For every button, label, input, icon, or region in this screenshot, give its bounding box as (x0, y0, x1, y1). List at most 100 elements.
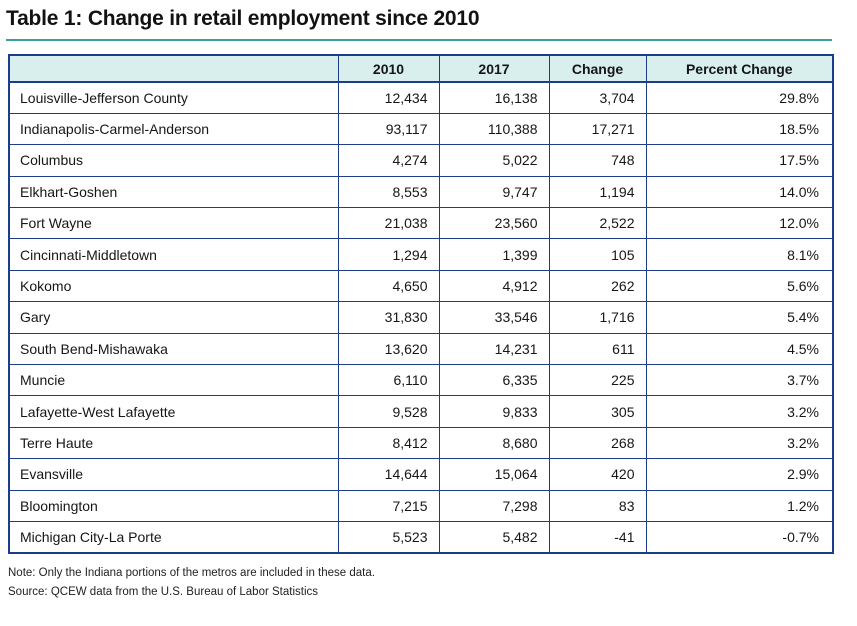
table-row: Gary 31,830 33,546 1,716 5.4% (8, 301, 834, 334)
table-row: Evansville 14,644 15,064 420 2.9% (8, 458, 834, 491)
column-header-2017: 2017 (438, 54, 550, 83)
value-2010-cell: 5,523 (337, 520, 440, 554)
column-header-change: Change (548, 54, 647, 83)
metro-name-cell: Indianapolis-Carmel-Anderson (8, 112, 339, 146)
value-2010-cell: 1,294 (337, 238, 440, 271)
title-rule-divider (6, 39, 832, 41)
change-cell: 611 (548, 332, 647, 366)
value-2010-cell: 7,215 (337, 489, 440, 522)
value-2010-cell: 93,117 (337, 112, 440, 146)
value-2010-cell: 4,650 (337, 269, 440, 303)
metro-name-cell: Terre Haute (8, 426, 339, 460)
change-cell: 17,271 (548, 112, 647, 146)
value-2017-cell: 6,335 (438, 364, 550, 397)
percent-change-cell: 5.6% (645, 269, 834, 303)
value-2017-cell: 7,298 (438, 489, 550, 522)
metro-name-cell: Bloomington (8, 489, 339, 522)
footnotes: Note: Only the Indiana portions of the m… (8, 564, 832, 602)
change-cell: 1,194 (548, 175, 647, 209)
table-row: Fort Wayne 21,038 23,560 2,522 12.0% (8, 207, 834, 240)
change-cell: 305 (548, 395, 647, 428)
table-row: Louisville-Jefferson County 12,434 16,13… (8, 81, 834, 114)
value-2017-cell: 4,912 (438, 269, 550, 303)
metro-name-cell: Columbus (8, 144, 339, 177)
column-header-percent-change: Percent Change (645, 54, 834, 83)
value-2017-cell: 5,022 (438, 144, 550, 177)
percent-change-cell: 5.4% (645, 301, 834, 334)
value-2017-cell: 14,231 (438, 332, 550, 366)
table-header: 2010 2017 Change Percent Change (8, 54, 834, 83)
value-2010-cell: 31,830 (337, 301, 440, 334)
metro-name-cell: Lafayette-West Lafayette (8, 395, 339, 428)
metro-name-cell: Fort Wayne (8, 207, 339, 240)
table-row: Kokomo 4,650 4,912 262 5.6% (8, 269, 834, 303)
percent-change-cell: 14.0% (645, 175, 834, 209)
value-2017-cell: 15,064 (438, 458, 550, 491)
metro-name-cell: Kokomo (8, 269, 339, 303)
percent-change-cell: 3.2% (645, 426, 834, 460)
value-2017-cell: 1,399 (438, 238, 550, 271)
metro-name-cell: South Bend-Mishawaka (8, 332, 339, 366)
percent-change-cell: 12.0% (645, 207, 834, 240)
source-line: Source: QCEW data from the U.S. Bureau o… (8, 585, 318, 598)
metro-name-cell: Muncie (8, 364, 339, 397)
percent-change-cell: 4.5% (645, 332, 834, 366)
change-cell: -41 (548, 520, 647, 554)
value-2010-cell: 6,110 (337, 364, 440, 397)
metro-name-cell: Michigan City-La Porte (8, 520, 339, 554)
percent-change-cell: 3.2% (645, 395, 834, 428)
table-row: Michigan City-La Porte 5,523 5,482 -41 -… (8, 520, 834, 554)
metro-name-cell: Gary (8, 301, 339, 334)
table-row: Cincinnati-Middletown 1,294 1,399 105 8.… (8, 238, 834, 271)
change-cell: 1,716 (548, 301, 647, 334)
table-row: Elkhart-Goshen 8,553 9,747 1,194 14.0% (8, 175, 834, 209)
change-cell: 2,522 (548, 207, 647, 240)
value-2017-cell: 9,833 (438, 395, 550, 428)
change-cell: 748 (548, 144, 647, 177)
change-cell: 3,704 (548, 81, 647, 114)
value-2010-cell: 4,274 (337, 144, 440, 177)
value-2017-cell: 5,482 (438, 520, 550, 554)
table-row: Columbus 4,274 5,022 748 17.5% (8, 144, 834, 177)
table-body: Louisville-Jefferson County 12,434 16,13… (8, 81, 834, 554)
table-header-row: 2010 2017 Change Percent Change (8, 54, 834, 83)
change-cell: 225 (548, 364, 647, 397)
value-2017-cell: 33,546 (438, 301, 550, 334)
table-row: South Bend-Mishawaka 13,620 14,231 611 4… (8, 332, 834, 366)
retail-employment-table: 2010 2017 Change Percent Change Louisvil… (8, 54, 834, 554)
metro-name-cell: Louisville-Jefferson County (8, 81, 339, 114)
table-row: Muncie 6,110 6,335 225 3.7% (8, 364, 834, 397)
percent-change-cell: 3.7% (645, 364, 834, 397)
percent-change-cell: -0.7% (645, 520, 834, 554)
table-row: Lafayette-West Lafayette 9,528 9,833 305… (8, 395, 834, 428)
page-title: Table 1: Change in retail employment sin… (6, 7, 480, 30)
value-2010-cell: 8,553 (337, 175, 440, 209)
percent-change-cell: 18.5% (645, 112, 834, 146)
value-2010-cell: 14,644 (337, 458, 440, 491)
change-cell: 268 (548, 426, 647, 460)
note-line: Note: Only the Indiana portions of the m… (8, 566, 375, 579)
metro-name-cell: Cincinnati-Middletown (8, 238, 339, 271)
change-cell: 420 (548, 458, 647, 491)
percent-change-cell: 8.1% (645, 238, 834, 271)
value-2010-cell: 13,620 (337, 332, 440, 366)
table-row: Indianapolis-Carmel-Anderson 93,117 110,… (8, 112, 834, 146)
value-2010-cell: 12,434 (337, 81, 440, 114)
metro-name-cell: Evansville (8, 458, 339, 491)
table-row: Terre Haute 8,412 8,680 268 3.2% (8, 426, 834, 460)
change-cell: 83 (548, 489, 647, 522)
value-2010-cell: 9,528 (337, 395, 440, 428)
percent-change-cell: 17.5% (645, 144, 834, 177)
value-2017-cell: 9,747 (438, 175, 550, 209)
table-row: Bloomington 7,215 7,298 83 1.2% (8, 489, 834, 522)
change-cell: 105 (548, 238, 647, 271)
change-cell: 262 (548, 269, 647, 303)
column-header-metro (8, 54, 339, 83)
percent-change-cell: 29.8% (645, 81, 834, 114)
percent-change-cell: 1.2% (645, 489, 834, 522)
value-2010-cell: 8,412 (337, 426, 440, 460)
metro-name-cell: Elkhart-Goshen (8, 175, 339, 209)
value-2010-cell: 21,038 (337, 207, 440, 240)
value-2017-cell: 23,560 (438, 207, 550, 240)
